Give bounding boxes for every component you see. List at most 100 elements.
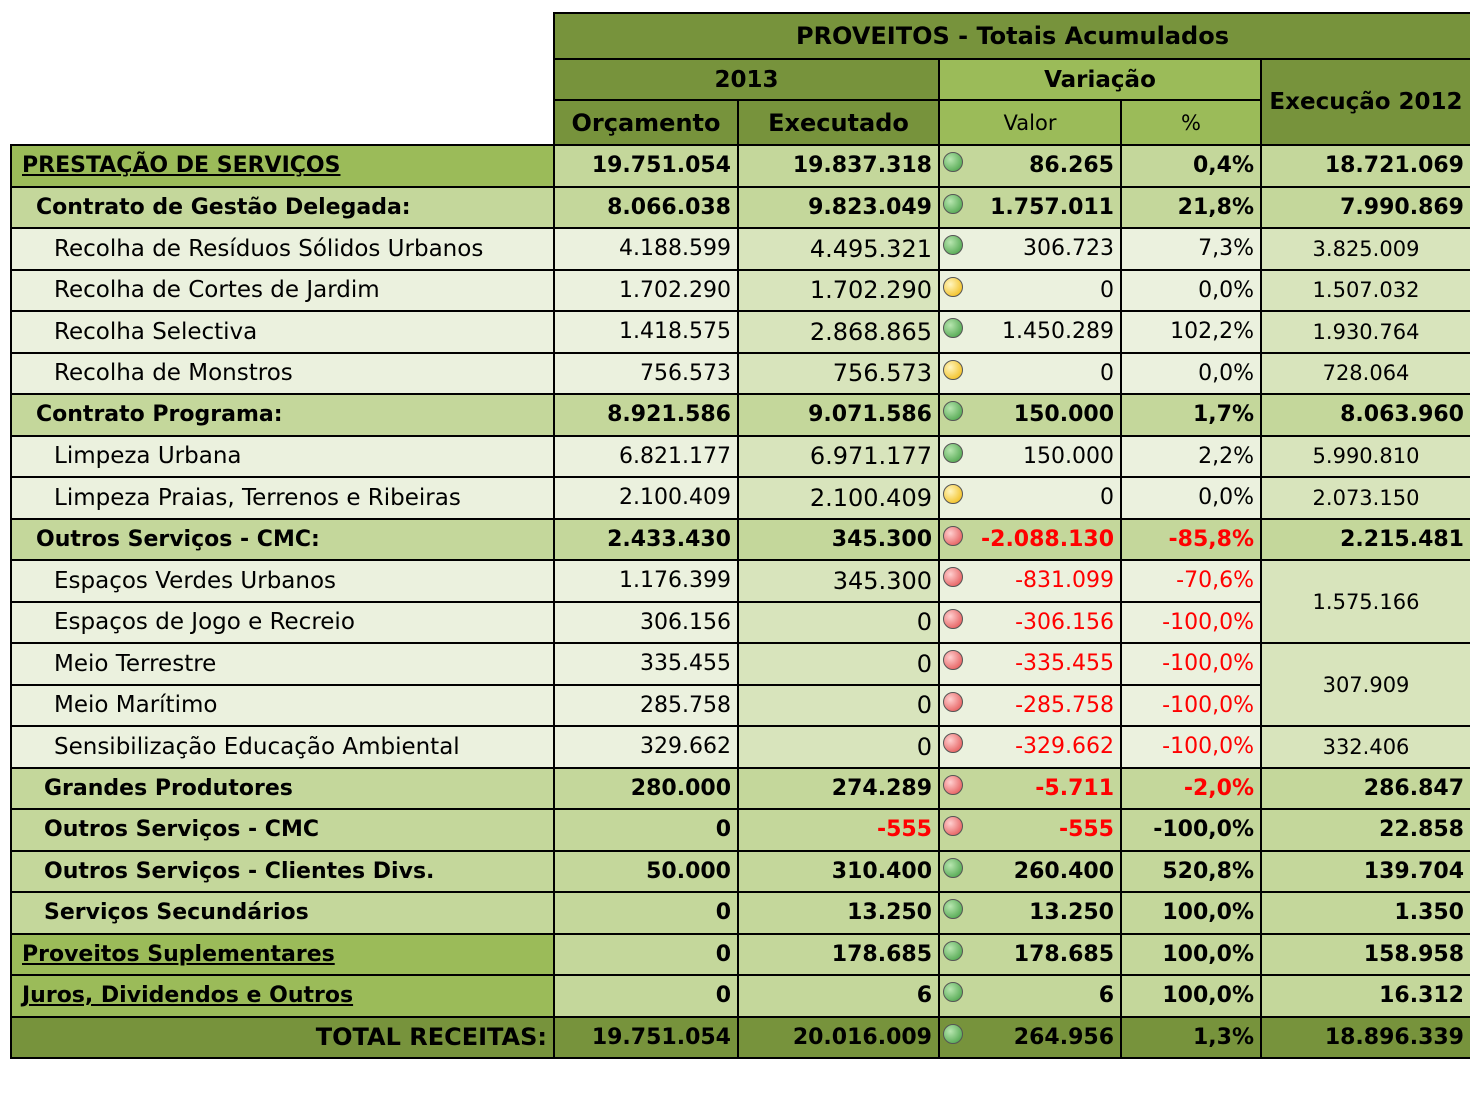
budget-cell: 0	[553, 974, 739, 1018]
table-row: Meio Terrestre 335.455 0 -335.455 -100,0% 307…	[10, 642, 1470, 727]
row-label: Outros Serviços - Clientes Divs.	[10, 849, 555, 893]
status-indicator	[943, 857, 963, 878]
previous-year-cell: 16.312	[1260, 974, 1470, 1018]
executed-cell: 6	[737, 974, 940, 1018]
executed-cell: 310.400	[737, 849, 940, 893]
budget-cell: 0	[553, 891, 739, 935]
status-indicator	[943, 401, 963, 421]
table-row: Contrato Programa: 8.921.586 9.071.586 150.…	[10, 393, 1470, 437]
title: PROVEITOS - Totais Acumulados	[553, 12, 1470, 60]
status-indicator	[943, 193, 963, 214]
budget-cell: 0	[553, 932, 739, 976]
variation-value-cell: -5.711	[938, 766, 1122, 810]
variation-value-cell: 0	[938, 476, 1122, 520]
variation-percent-cell: 1,3%	[1120, 1015, 1262, 1059]
executed-cell: 756.573	[737, 351, 940, 395]
previous-header: Execução 2012	[1260, 58, 1470, 146]
budget-cell: 1.176.399	[553, 559, 739, 603]
variation-percent-cell: 100,0%	[1120, 932, 1262, 976]
row-label: Contrato Programa:	[10, 393, 555, 437]
previous-year-cell: 332.406	[1260, 725, 1470, 769]
budget-cell: 0	[553, 808, 739, 852]
budget-cell: 285.758	[553, 683, 739, 727]
variation-percent-cell: -100,0%	[1120, 642, 1262, 686]
executed-cell: 9.071.586	[737, 393, 940, 437]
table-row: Limpeza Urbana 6.821.177 6.971.177 150.000 2…	[10, 434, 1470, 478]
row-label: Recolha de Cortes de Jardim	[10, 268, 555, 312]
budget-cell: 2.433.430	[553, 517, 739, 561]
column-header: Valor	[938, 99, 1122, 146]
column-header: %	[1120, 99, 1262, 146]
header-row: Orçamento Executado Valor%	[11, 99, 1470, 146]
row-label: Meio Marítimo	[10, 683, 555, 727]
table-row: Recolha de Monstros 756.573 756.573 0 0,0% 72…	[10, 351, 1470, 395]
status-indicator	[943, 774, 963, 795]
table-row: Meio Marítimo 285.758 0 -285.758 -100,0%	[10, 683, 1470, 727]
previous-year-cell: 1.575.166	[1260, 559, 1470, 644]
status-indicator	[943, 733, 963, 753]
row-label: Meio Terrestre	[10, 642, 555, 686]
variation-value-cell: -306.156	[938, 600, 1122, 644]
previous-year-cell: 1.507.032	[1260, 268, 1470, 312]
budget-cell: 280.000	[553, 766, 739, 810]
column-header: Orçamento	[553, 99, 739, 146]
budget-cell: 756.573	[553, 351, 739, 395]
table-row: Proveitos Suplementares 0 178.685 178.685 10…	[10, 932, 1470, 976]
variation-percent-cell: 100,0%	[1120, 974, 1262, 1018]
status-indicator	[943, 608, 963, 629]
table-row: Juros, Dividendos e Outros 0 6 6 100,0% 16.31…	[10, 974, 1470, 1018]
table-row: Serviços Secundários 0 13.250 13.250 100,0% 1…	[10, 891, 1470, 935]
budget-cell: 2.100.409	[553, 476, 739, 520]
table-row: Outros Serviços - Clientes Divs. 50.000 31…	[10, 849, 1470, 893]
row-label: Juros, Dividendos e Outros	[10, 974, 555, 1018]
previous-year-cell: 3.825.009	[1260, 227, 1470, 271]
previous-year-cell: 1.350	[1260, 891, 1470, 935]
previous-year-cell: 18.896.339	[1260, 1015, 1470, 1059]
row-label: TOTAL RECEITAS:	[10, 1015, 555, 1059]
variation-value-cell: 150.000	[938, 393, 1122, 437]
variation-percent-cell: -100,0%	[1120, 600, 1262, 644]
variation-value-cell: -335.455	[938, 642, 1122, 686]
row-label: Outros Serviços - CMC:	[10, 517, 555, 561]
revenue-table: PROVEITOS - Totais Acumulados 2013 Variaç…	[10, 12, 1470, 1059]
previous-year-cell: 728.064	[1260, 351, 1470, 395]
variation-percent-cell: -100,0%	[1120, 725, 1262, 769]
budget-cell: 6.821.177	[553, 434, 739, 478]
variation-percent-cell: 0,0%	[1120, 351, 1262, 395]
status-indicator	[943, 567, 963, 587]
status-indicator	[943, 318, 963, 338]
executed-cell: 345.300	[737, 517, 940, 561]
executed-cell: 0	[737, 683, 940, 727]
previous-year-cell: 307.909	[1260, 642, 1470, 727]
table-row: Recolha Selectiva 1.418.575 2.868.865 1.450…	[10, 310, 1470, 354]
executed-cell: 1.702.290	[737, 268, 940, 312]
column-header: Executado	[737, 99, 940, 146]
executed-cell: 4.495.321	[737, 227, 940, 271]
budget-cell: 1.702.290	[553, 268, 739, 312]
budget-cell: 329.662	[553, 725, 739, 769]
status-indicator	[943, 899, 963, 919]
executed-cell: 2.100.409	[737, 476, 940, 520]
status-indicator	[943, 1023, 963, 1044]
budget-cell: 8.066.038	[553, 185, 739, 229]
variation-percent-cell: 21,8%	[1120, 185, 1262, 229]
budget-cell: 50.000	[553, 849, 739, 893]
variation-value-cell: -285.758	[938, 683, 1122, 727]
row-label: Limpeza Urbana	[10, 434, 555, 478]
variation-percent-cell: -85,8%	[1120, 517, 1262, 561]
previous-year-cell: 139.704	[1260, 849, 1470, 893]
executed-cell: 178.685	[737, 932, 940, 976]
variation-value-cell: 150.000	[938, 434, 1122, 478]
year-header: 2013	[553, 58, 940, 101]
variation-percent-cell: 7,3%	[1120, 227, 1262, 271]
executed-cell: 2.868.865	[737, 310, 940, 354]
variation-percent-cell: 100,0%	[1120, 891, 1262, 935]
previous-year-cell: 1.930.764	[1260, 310, 1470, 354]
budget-cell: 4.188.599	[553, 227, 739, 271]
variation-value-cell: -2.088.130	[938, 517, 1122, 561]
status-indicator	[943, 235, 963, 255]
row-label: Recolha Selectiva	[10, 310, 555, 354]
executed-cell: 20.016.009	[737, 1015, 940, 1059]
status-indicator	[943, 940, 963, 961]
budget-cell: 335.455	[553, 642, 739, 686]
